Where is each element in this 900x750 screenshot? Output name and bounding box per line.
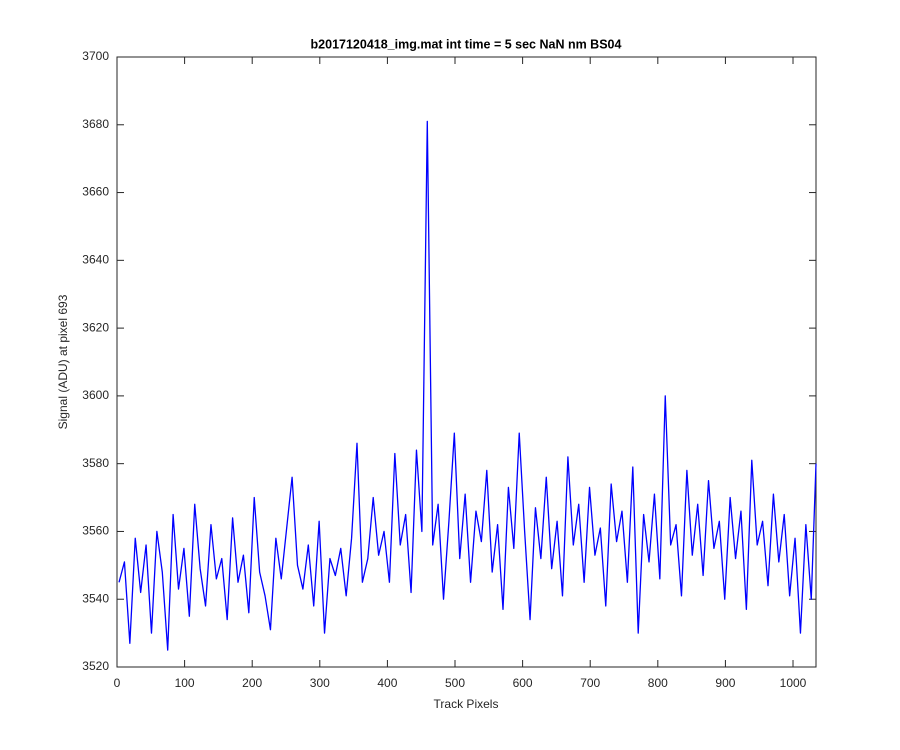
y-axis-label: Signal (ADU) at pixel 693 <box>56 294 70 429</box>
chart-title: b2017120418_img.mat int time = 5 sec NaN… <box>311 37 622 51</box>
y-tick-label: 3600 <box>82 388 109 402</box>
y-tick-label: 3560 <box>82 524 109 538</box>
y-tick-label: 3660 <box>82 185 109 199</box>
y-tick-label: 3540 <box>82 591 109 605</box>
x-tick-label: 0 <box>114 676 121 690</box>
y-tick-label: 3580 <box>82 456 109 470</box>
y-tick-label: 3680 <box>82 117 109 131</box>
y-tick-label: 3620 <box>82 320 109 334</box>
y-tick-label: 3520 <box>82 659 109 673</box>
x-tick-label: 400 <box>377 676 397 690</box>
x-tick-label: 100 <box>175 676 195 690</box>
x-tick-label: 200 <box>242 676 262 690</box>
x-tick-label: 500 <box>445 676 465 690</box>
x-axis-label: Track Pixels <box>434 697 499 711</box>
x-tick-label: 700 <box>580 676 600 690</box>
x-tick-label: 600 <box>513 676 533 690</box>
x-tick-label: 800 <box>648 676 668 690</box>
x-tick-label: 900 <box>715 676 735 690</box>
x-tick-label: 300 <box>310 676 330 690</box>
y-tick-label: 3700 <box>82 49 109 63</box>
plot-box <box>116 56 817 668</box>
y-tick-label: 3640 <box>82 253 109 267</box>
data-line <box>118 120 817 651</box>
x-tick-label: 1000 <box>780 676 807 690</box>
